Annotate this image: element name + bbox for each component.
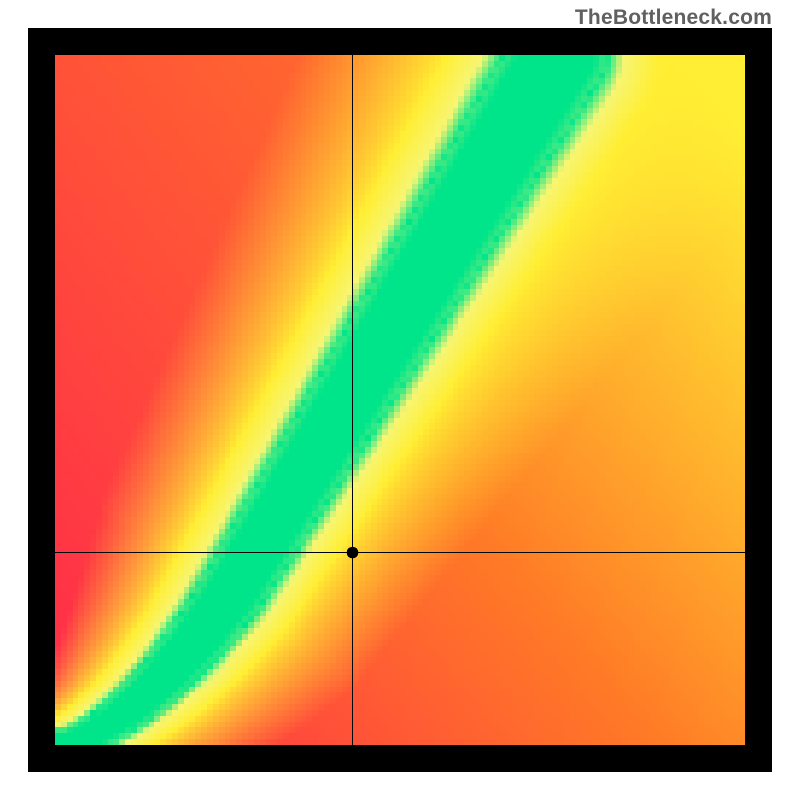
heatmap-canvas: [55, 55, 745, 745]
outer-frame: [28, 28, 772, 772]
watermark-text: TheBottleneck.com: [575, 6, 772, 30]
heatmap-plot: [55, 55, 745, 745]
